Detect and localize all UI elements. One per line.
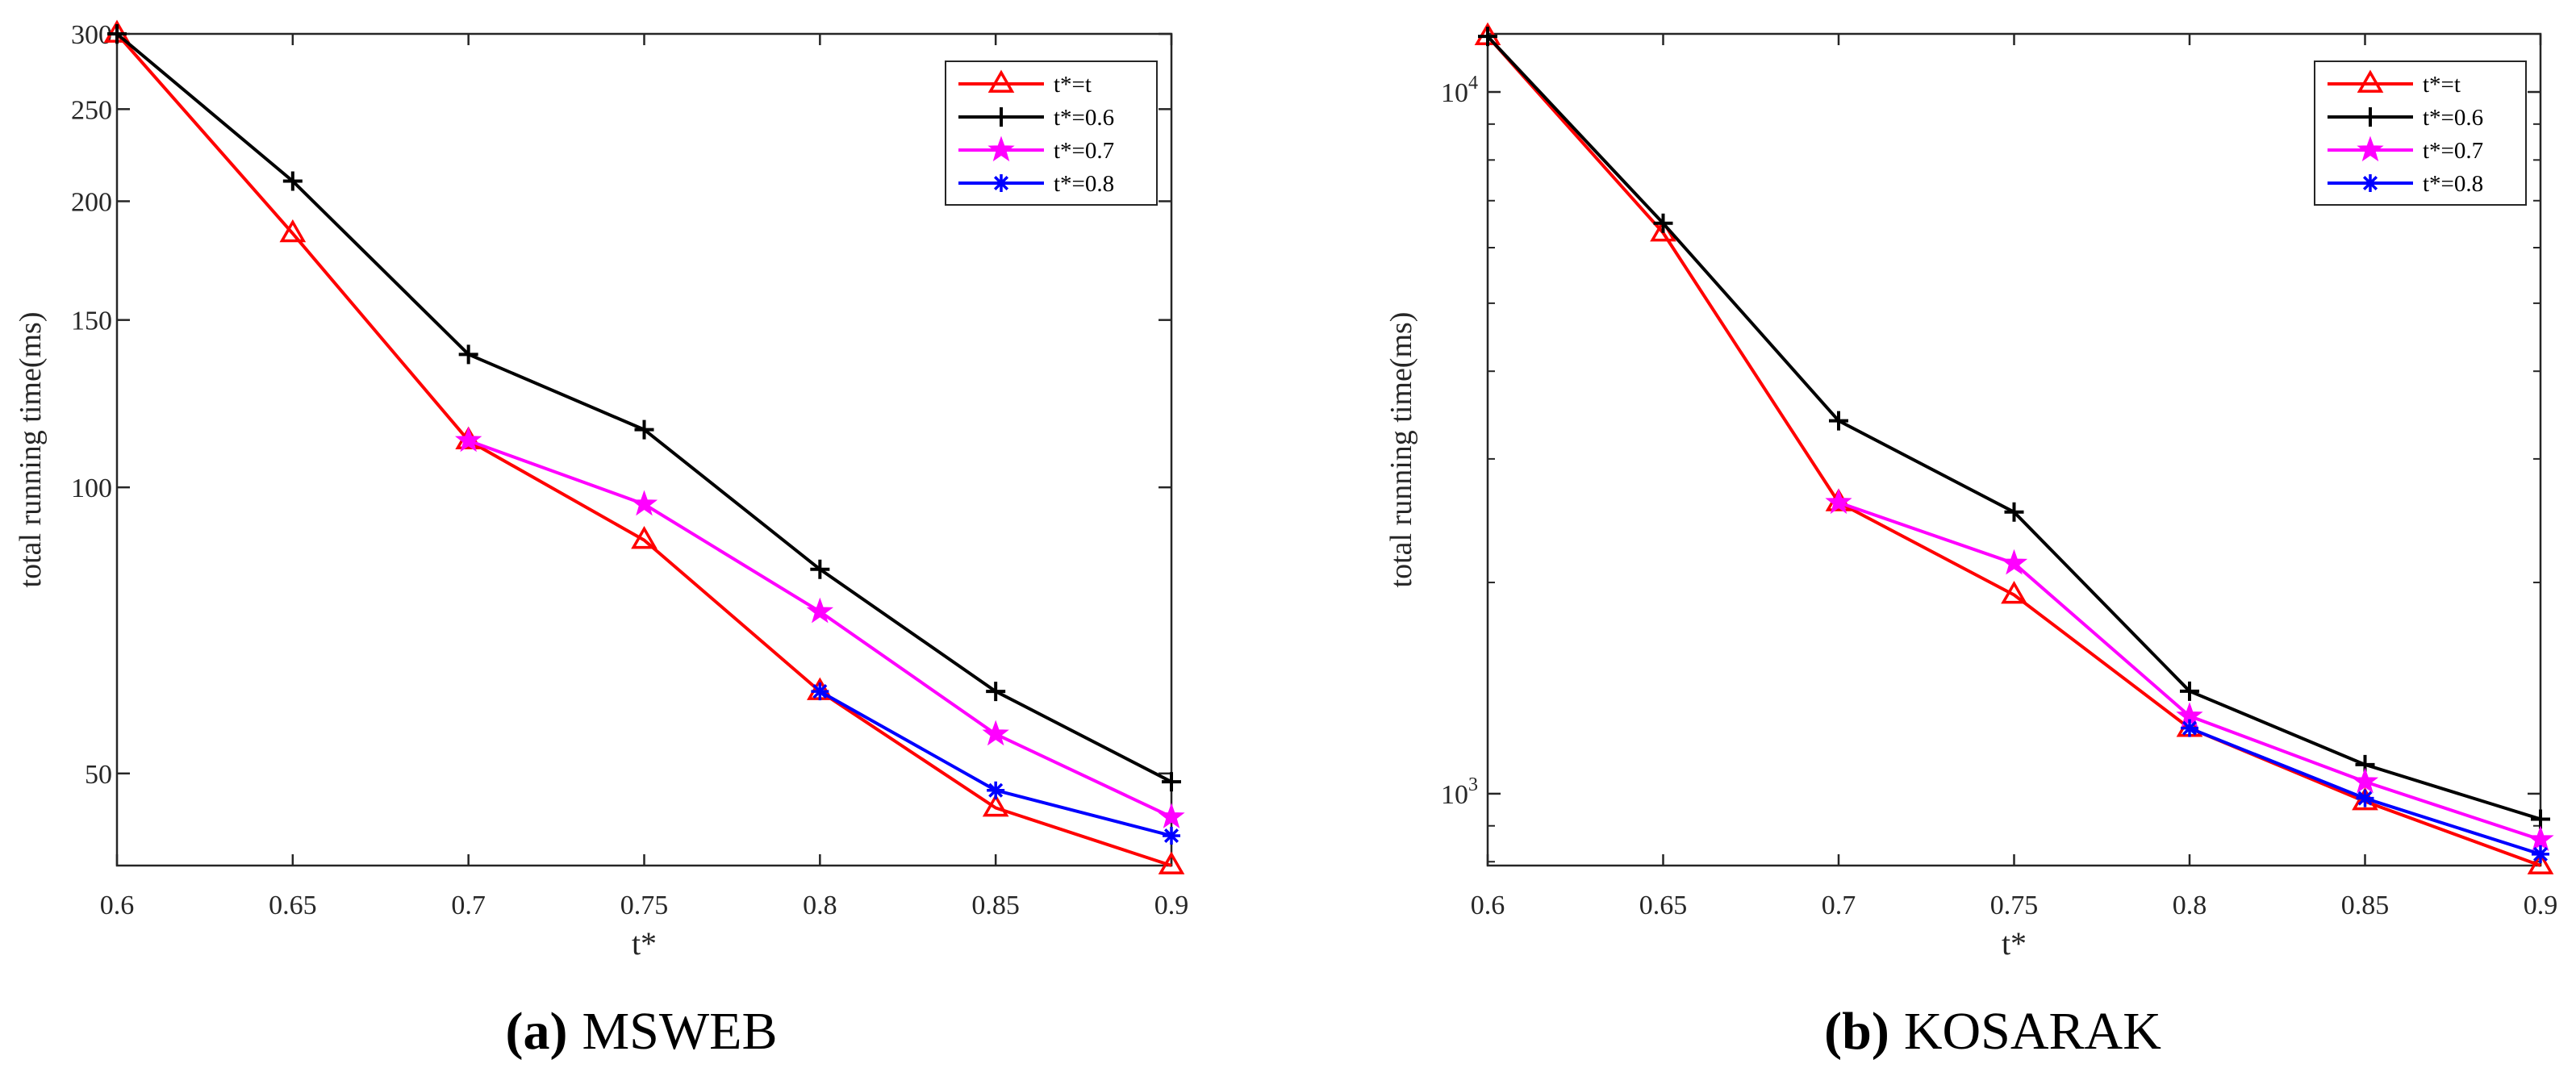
data-point-marker [1158,803,1185,828]
data-point-marker [2532,845,2549,863]
data-point-marker [811,682,829,701]
x-tick-label: 0.65 [269,891,317,920]
legend-marker [987,69,1015,93]
panel-label: (b) [1824,1002,1889,1061]
legend-label: t*=0.8 [1054,171,1114,197]
data-point-marker [1478,27,1497,47]
legend-label: t*=0.6 [1054,105,1114,131]
series-t*=0.6 [107,24,1181,792]
legend-label: t*=0.7 [2423,138,2483,164]
legend-marker [992,107,1011,127]
y-tick-label-base: 10 [1441,78,1468,108]
x-tick-label: 0.75 [620,891,669,920]
legend: t*=t t*=0.6 t*=0.7 t*=0.8 [945,60,1158,206]
data-point-marker [806,597,834,624]
data-point-marker [282,171,303,191]
data-point-marker [987,781,1005,799]
x-tick-label: 0.9 [1154,891,1189,920]
x-axis-label: t* [2002,925,2027,962]
y-axis-label: total running time(ms) [14,312,48,588]
series-line [115,32,1172,867]
x-tick-label: 0.65 [1639,891,1688,920]
y-tick-label: 103 [1441,774,1478,810]
chart-panel-msweb: 0.6 0.65 0.7 0.75 0.8 0.85 0.9 50 100 150 200 250 30… [14,19,1189,1061]
data-point-marker [982,793,1009,817]
legend-marker [992,174,1010,192]
data-point-marker [1163,826,1180,845]
legend-label: t*=0.7 [1054,138,1114,164]
data-point-marker [2181,719,2198,737]
dataset-name: KOSARAK [1904,1002,2161,1061]
data-point-marker [2356,789,2374,807]
legend: t*=t t*=0.6 t*=0.7 t*=0.8 [2314,60,2527,206]
panel-caption: (b) KOSARAK [1824,1002,2161,1061]
x-tick-label: 0.85 [971,891,1020,920]
x-tick-label: 0.75 [1990,891,2039,920]
data-point-marker [454,426,482,453]
series-t*=0.6 [1478,27,2550,829]
x-tick-label: 0.9 [2524,891,2558,920]
y-tick-label: 50 [85,760,112,790]
panel-label: (a) [506,1002,568,1061]
x-axis-label: t* [632,925,657,962]
y-axis-label: total running time(ms) [1384,312,1418,588]
panel-caption: (a) MSWEB [506,1002,778,1061]
x-tick-label: 0.85 [2341,891,2390,920]
legend-label: t*=0.8 [2423,171,2483,197]
data-point-marker [634,419,654,440]
y-tick-label: 300 [71,20,112,50]
data-point-marker [1653,213,1673,233]
data-point-marker [2527,825,2554,852]
y-tick-label: 100 [71,474,112,503]
data-point-marker [2000,549,2028,575]
x-tick-label: 0.8 [2173,891,2207,920]
data-point-marker [279,219,307,243]
legend-marker [2361,107,2380,127]
data-point-marker [986,682,1006,702]
legend-marker [2361,174,2379,192]
data-point-marker [2351,767,2379,794]
data-point-marker [2527,851,2554,874]
data-point-marker [810,559,830,579]
data-point-marker [2180,681,2199,701]
series-t*=0.7 [454,426,1185,828]
legend-marker [2357,69,2384,93]
y-tick-label-exponent: 3 [1468,774,1478,795]
series-t*=0.8 [811,682,1180,845]
data-point-marker [1162,772,1181,792]
y-tick-label: 200 [71,187,112,217]
data-point-marker [107,24,127,44]
x-tick-label: 0.6 [1471,891,1505,920]
x-tick-label: 0.7 [1822,891,1856,920]
legend-marker [987,136,1015,162]
data-point-marker [630,490,658,516]
legend-label: t*=0.6 [2423,105,2483,131]
y-tick-label: 104 [1441,73,1478,108]
dataset-name: MSWEB [582,1002,777,1061]
legend-label: t*=t [2423,72,2461,98]
y-tick-label-exponent: 4 [1468,73,1478,94]
y-tick-label-base: 10 [1441,780,1468,810]
x-tick-label: 0.7 [451,891,486,920]
data-point-marker [982,720,1009,746]
y-tick-label: 250 [71,95,112,125]
data-point-marker [631,526,658,549]
legend-label: t*=t [1054,72,1092,98]
data-point-marker [1829,411,1848,431]
data-point-marker [1158,851,1185,874]
data-point-marker [1825,488,1852,515]
data-point-marker [2004,502,2024,522]
x-tick-label: 0.6 [100,891,135,920]
y-tick-label: 150 [71,307,112,336]
x-tick-label: 0.8 [803,891,837,920]
data-point-marker [458,344,478,365]
data-point-marker [2001,580,2027,604]
legend-marker [2357,136,2384,162]
series-t*=0.8 [2181,719,2549,863]
